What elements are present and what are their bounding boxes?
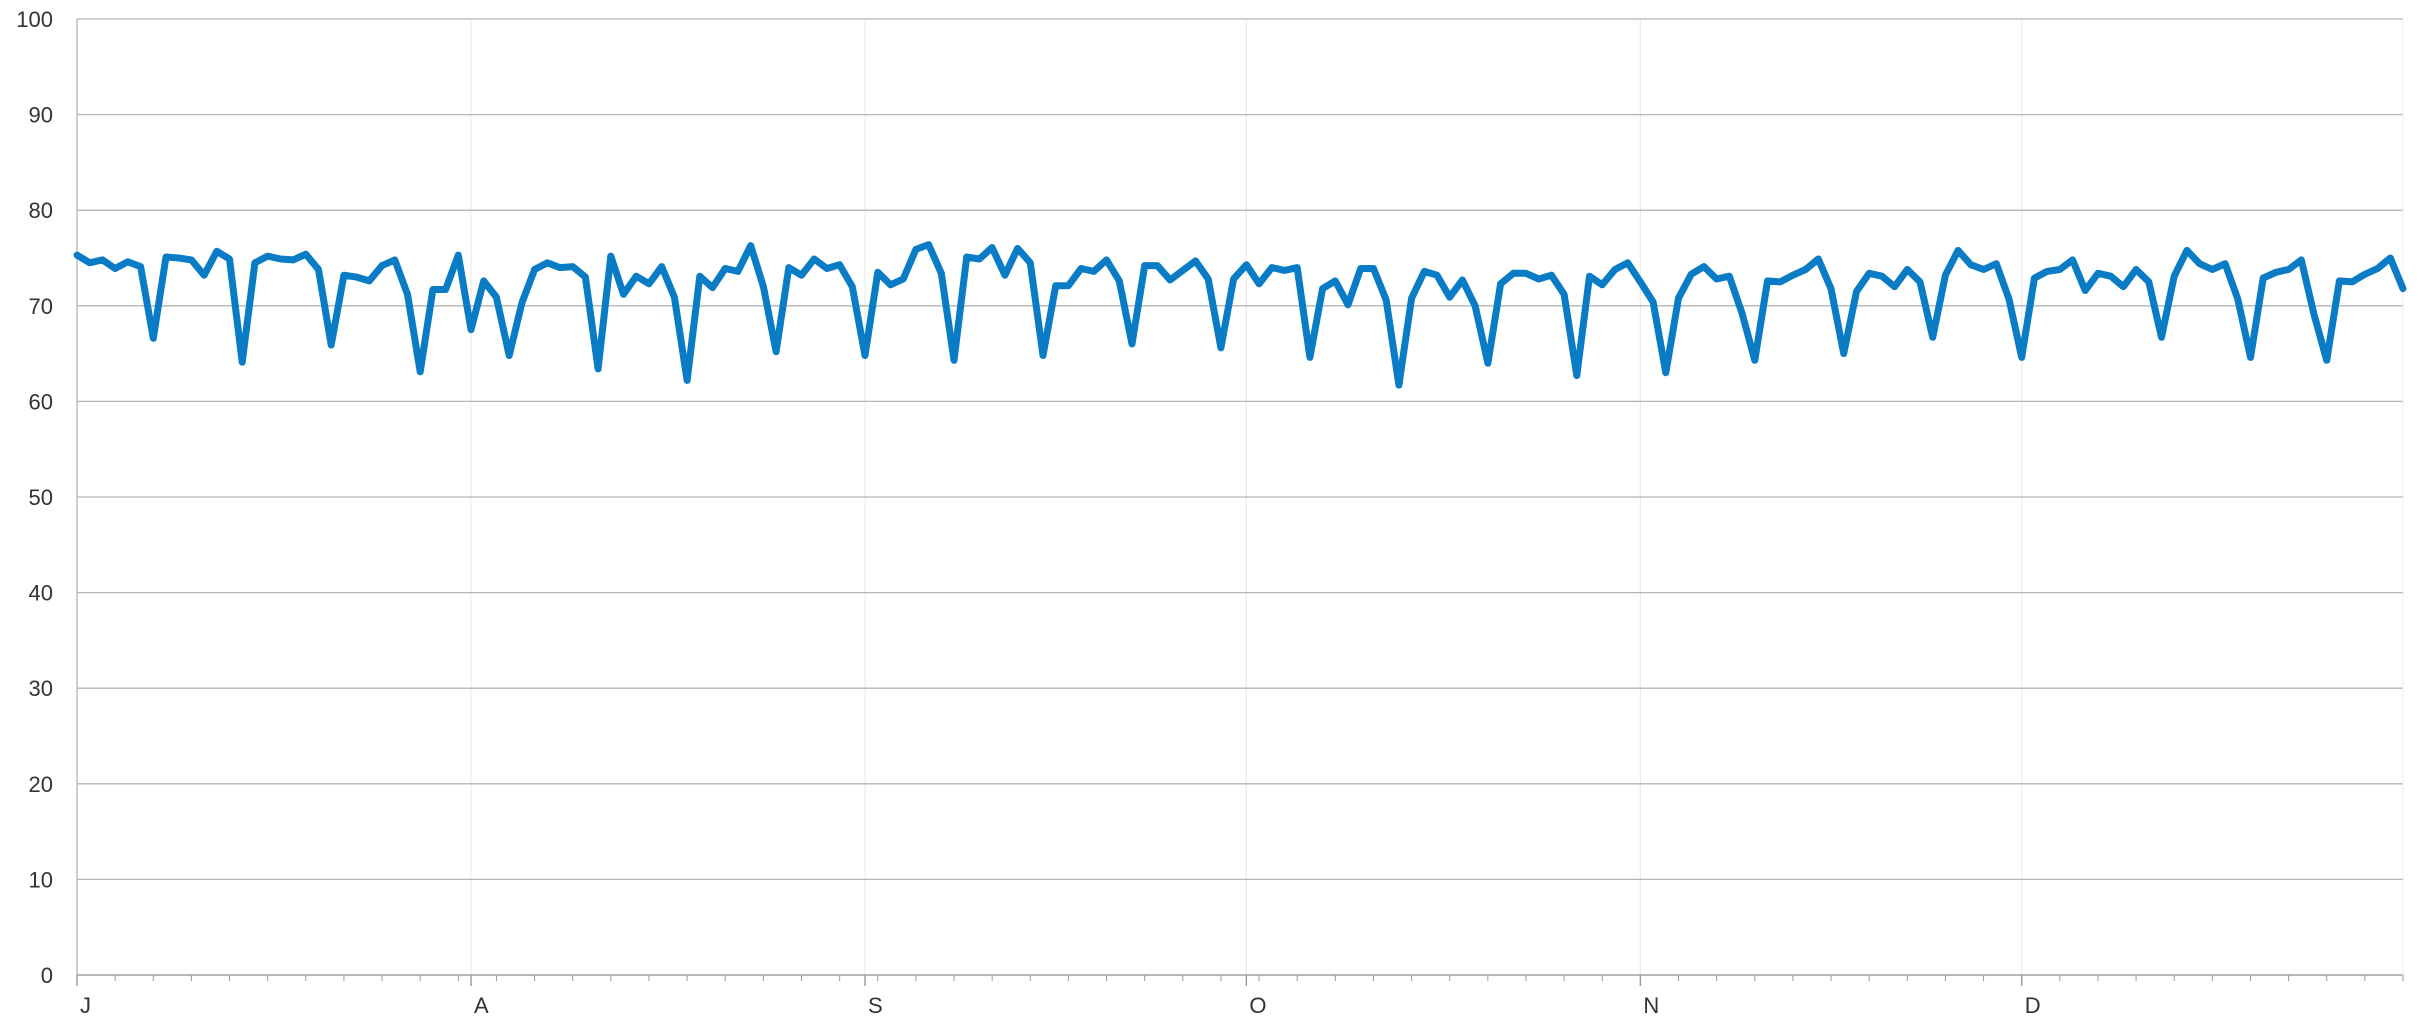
- y-tick-label: 90: [29, 103, 53, 128]
- y-tick-label: 10: [29, 867, 53, 892]
- x-tick-label: D: [2025, 993, 2041, 1017]
- y-tick-label: 70: [29, 294, 53, 319]
- y-tick-label: 30: [29, 676, 53, 701]
- axes: [76, 19, 2404, 986]
- y-tick-label: 40: [29, 581, 53, 606]
- y-tick-label: 20: [29, 772, 53, 797]
- series-line: [73, 241, 2407, 389]
- y-tick-label: 80: [29, 198, 53, 223]
- series-group: [73, 241, 2407, 389]
- x-tick-label: J: [80, 993, 91, 1017]
- horizontal-gridlines: [77, 18, 2403, 976]
- x-tick-label: O: [1249, 993, 1266, 1017]
- y-tick-label: 100: [16, 7, 53, 32]
- y-tick-label: 0: [41, 963, 53, 988]
- y-tick-label: 50: [29, 485, 53, 510]
- y-axis-tick-labels: 0 10 20 30 40 50 60 70 80 90 100: [16, 7, 53, 988]
- x-tick-label: N: [1643, 993, 1659, 1017]
- y-tick-label: 60: [29, 389, 53, 414]
- x-tick-label: A: [474, 993, 489, 1017]
- x-tick-label: S: [868, 993, 883, 1017]
